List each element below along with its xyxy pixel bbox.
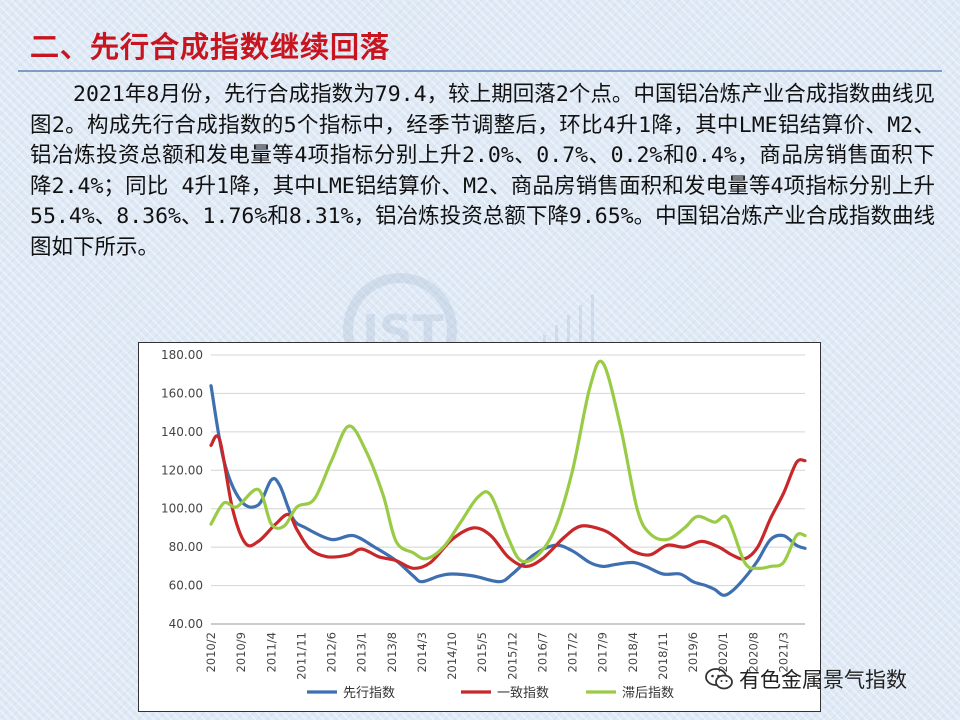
legend-label-1: 先行指数 — [343, 686, 395, 701]
y-tick-label: 160.00 — [161, 386, 203, 400]
x-tick-label: 2015/5 — [475, 632, 489, 672]
y-tick-label: 120.00 — [161, 463, 203, 477]
x-tick-label: 2019/6 — [686, 632, 700, 672]
y-tick-label: 100.00 — [161, 502, 203, 516]
y-tick-label: 140.00 — [161, 425, 203, 439]
x-tick-label: 2017/2 — [566, 632, 580, 672]
series-line-2 — [209, 434, 807, 570]
title-bar: 二、先行合成指数继续回落 — [0, 18, 960, 72]
x-tick-label: 2010/2 — [204, 632, 218, 672]
x-tick-label: 2014/10 — [445, 632, 459, 680]
x-tick-label: 2011/11 — [294, 632, 308, 680]
x-tick-label: 2014/3 — [415, 632, 429, 672]
brand-label: 有色金属景气指数 — [739, 668, 907, 692]
legend-label-3: 滞后指数 — [622, 686, 674, 701]
page-title: 二、先行合成指数继续回落 — [30, 30, 391, 64]
title-divider — [18, 70, 942, 72]
x-tick-label: 2018/11 — [656, 632, 670, 680]
x-tick-label: 2020/8 — [746, 632, 760, 672]
wechat-icon — [705, 668, 733, 690]
x-tick-label: 2012/6 — [325, 632, 339, 672]
x-tick-label: 2013/8 — [385, 632, 399, 672]
y-tick-label: 60.00 — [169, 579, 203, 593]
x-tick-label: 2016/7 — [535, 632, 549, 672]
legend-label-2: 一致指数 — [497, 686, 549, 701]
series-line-3 — [209, 359, 807, 571]
chart-svg: 40.00 60.00 80.00 100.00 120.00 140.00 160.00 1… — [161, 348, 807, 701]
x-tick-label: 2018/4 — [626, 632, 640, 672]
x-tick-label: 2013/1 — [355, 632, 369, 672]
y-tick-label: 80.00 — [169, 540, 203, 554]
x-tick-label: 2010/9 — [234, 632, 248, 672]
x-tick-label: 2020/1 — [716, 632, 730, 672]
y-tick-label: 40.00 — [169, 617, 203, 631]
x-tick-label: 2015/12 — [505, 632, 519, 680]
x-tick-label: 2021/3 — [776, 632, 790, 672]
series-line-1 — [209, 384, 807, 597]
brand-badge: 有色金属景气指数 — [705, 664, 907, 694]
x-tick-label: 2011/4 — [264, 632, 278, 672]
composite-index-chart: 40.00 60.00 80.00 100.00 120.00 140.00 160.00 1… — [138, 342, 821, 712]
x-tick-label: 2017/9 — [596, 632, 610, 672]
y-tick-label: 180.00 — [161, 348, 203, 362]
summary-paragraph: 2021年8月份，先行合成指数为79.4，较上期回落2个点。中国铝冶炼产业合成指… — [30, 82, 935, 260]
